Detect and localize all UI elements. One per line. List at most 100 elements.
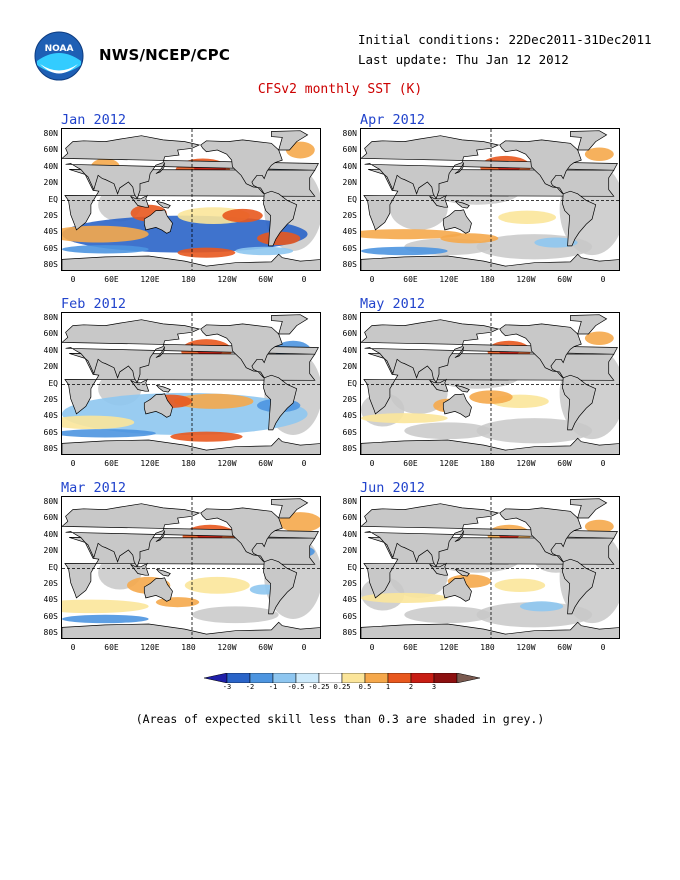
- sst-map: [62, 497, 320, 638]
- colorbar-segment: [410, 673, 435, 683]
- lat-tick-label: 20S: [342, 211, 357, 220]
- sst-map: [361, 497, 619, 638]
- lat-tick-label: 60S: [43, 243, 58, 253]
- lat-tick-label: 20N: [342, 178, 357, 188]
- lon-tick-label: 180: [480, 643, 495, 652]
- lon-tick-label: 60W: [258, 275, 273, 284]
- lat-tick-label: 60S: [342, 611, 357, 621]
- lat-tick-label: 20S: [43, 579, 58, 588]
- lon-tick-label: 60W: [258, 643, 273, 652]
- sst-anomaly-region: [469, 390, 513, 404]
- lat-tick-label: 40N: [342, 529, 357, 539]
- lat-tick-label: 80N: [43, 129, 58, 138]
- panel-title: Apr 2012: [360, 112, 426, 128]
- sst-anomaly-region: [440, 233, 499, 244]
- lat-tick-label: 60S: [43, 427, 58, 437]
- lat-tick-label: 80S: [43, 260, 58, 270]
- landmass: [155, 530, 165, 542]
- landmass: [200, 507, 283, 563]
- landmass: [454, 346, 464, 358]
- lat-tick-label: 40S: [43, 595, 58, 605]
- sst-anomaly-region: [257, 231, 301, 246]
- lon-tick-label: 0: [369, 275, 375, 284]
- landmass: [200, 323, 283, 379]
- lat-tick-label: 40S: [342, 227, 357, 237]
- lon-tick-label: 120E: [439, 459, 459, 468]
- sst-map-panel: [360, 128, 620, 271]
- lat-tick-label: 20N: [342, 362, 357, 372]
- sst-map-panel: [61, 128, 321, 271]
- skill-footnote: (Areas of expected skill less than 0.3 a…: [135, 712, 545, 726]
- landmass: [130, 562, 150, 576]
- low-skill-area: [404, 422, 491, 440]
- lon-tick-label: 0: [301, 275, 307, 284]
- sst-map-panel: [61, 312, 321, 455]
- colorbar-segment: [341, 673, 366, 683]
- lat-tick-label: EQ: [48, 562, 58, 572]
- landmass: [429, 378, 449, 392]
- landmass: [62, 135, 319, 200]
- lat-tick-label: 40N: [43, 529, 58, 539]
- colorbar-segment: [456, 673, 480, 683]
- landmass: [155, 200, 171, 209]
- lon-tick-label: 0: [70, 275, 76, 284]
- landmass: [62, 253, 320, 270]
- landmass: [155, 162, 165, 174]
- sst-map: [361, 313, 619, 454]
- lon-tick-label: 60W: [258, 459, 273, 468]
- lon-tick-label: 120E: [140, 275, 160, 284]
- agency-name: NWS/NCEP/CPC: [99, 46, 231, 64]
- lat-tick-label: 40N: [342, 161, 357, 171]
- sst-anomaly-region: [184, 576, 250, 594]
- lon-tick-label: 60E: [403, 275, 418, 284]
- low-skill-area: [476, 602, 593, 628]
- sst-map: [361, 129, 619, 270]
- low-skill-area: [404, 606, 491, 624]
- landmass: [442, 209, 472, 234]
- landmass: [200, 139, 283, 195]
- sst-anomaly-region: [62, 429, 156, 438]
- lat-tick-label: 20N: [43, 546, 58, 556]
- landmass: [143, 209, 173, 234]
- lat-tick-label: 20S: [342, 579, 357, 588]
- lat-tick-label: 60N: [43, 513, 58, 523]
- landmass: [263, 374, 298, 431]
- landmass: [155, 568, 171, 577]
- landmass: [130, 378, 150, 392]
- sst-map-panel: [360, 312, 620, 455]
- lon-tick-label: 60E: [403, 459, 418, 468]
- sst-anomaly-region: [62, 614, 149, 624]
- lon-tick-label: 120W: [217, 275, 237, 284]
- lat-tick-label: 20N: [43, 178, 58, 188]
- panel-title: Feb 2012: [61, 296, 127, 312]
- panel-title: Jan 2012: [61, 112, 127, 128]
- lat-tick-label: 40N: [43, 161, 58, 171]
- colorbar-tick-label: 0.5: [358, 683, 372, 691]
- noaa-logo: NOAA: [34, 31, 84, 81]
- lon-tick-label: 120W: [217, 459, 237, 468]
- lat-tick-label: EQ: [347, 562, 357, 572]
- lat-tick-label: 60N: [43, 329, 58, 339]
- landmass: [454, 162, 464, 174]
- lon-tick-label: 0: [70, 459, 76, 468]
- colorbar-tick-label: 0.25: [333, 683, 351, 691]
- colorbar-tick-label: -2: [245, 683, 255, 691]
- lat-tick-label: 80N: [342, 129, 357, 138]
- landmass: [271, 314, 309, 335]
- sst-anomaly-region: [584, 331, 614, 345]
- lat-tick-label: 60S: [342, 243, 357, 253]
- lat-tick-label: 40S: [43, 411, 58, 421]
- lon-tick-label: 60E: [104, 459, 119, 468]
- colorbar-segment: [387, 673, 412, 683]
- lon-tick-label: 120W: [516, 459, 536, 468]
- lat-tick-label: 40S: [342, 411, 357, 421]
- lon-tick-label: 60W: [557, 275, 572, 284]
- sst-anomaly-region: [584, 519, 614, 534]
- landmass: [155, 384, 171, 393]
- lat-tick-label: 80S: [342, 628, 357, 638]
- colorbar-tick-label: 1: [385, 683, 391, 691]
- landmass: [429, 194, 449, 208]
- lat-tick-label: 20N: [43, 362, 58, 372]
- sst-anomaly-region: [534, 237, 578, 248]
- lat-tick-label: 60N: [43, 145, 58, 155]
